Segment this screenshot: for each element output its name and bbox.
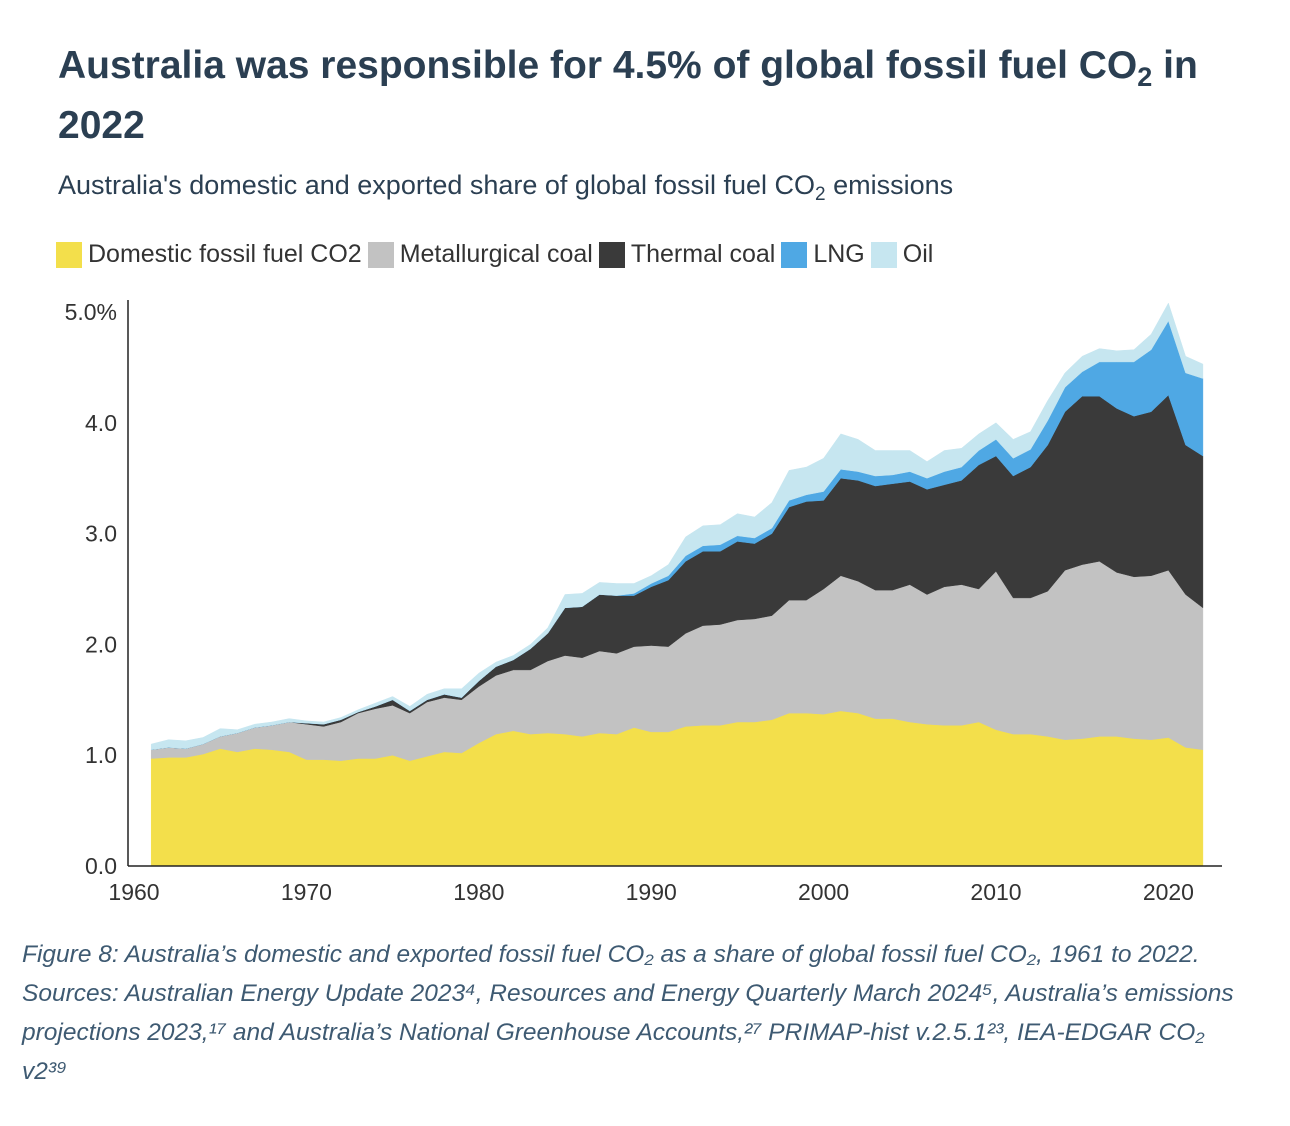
legend-label: Metallurgical coal	[399, 240, 593, 268]
legend-swatch	[781, 241, 808, 268]
legend-label: LNG	[813, 240, 865, 268]
legend-label: Domestic fossil fuel CO2	[88, 240, 362, 268]
title-subscript: 2	[1137, 62, 1153, 92]
legend-label: Thermal coal	[630, 240, 776, 268]
legend-item: Domestic fossil fuel CO2	[56, 240, 362, 269]
x-tick-label: 1960	[108, 879, 159, 905]
legend-swatch	[598, 241, 625, 268]
legend-swatch	[56, 241, 82, 268]
x-tick-label: 2000	[798, 879, 849, 905]
legend-item: LNG	[781, 240, 865, 269]
legend-item: Thermal coal	[598, 240, 776, 269]
x-tick-label: 1990	[626, 879, 677, 905]
x-tick-label: 2020	[1143, 879, 1194, 905]
chart-subtitle: Australia's domestic and exported share …	[58, 170, 954, 204]
y-tick-label: 5.0%	[65, 299, 117, 325]
chart-title: Australia was responsible for 4.5% of gl…	[58, 36, 1258, 156]
area-oil	[150, 302, 1204, 750]
y-tick-label: 2.0	[85, 631, 117, 657]
y-tick-label: 4.0	[85, 410, 117, 436]
x-tick-label: 1980	[453, 879, 504, 905]
subtitle-subscript: 2	[815, 184, 826, 205]
title-text: Australia was responsible for 4.5% of gl…	[58, 44, 1138, 87]
figure-caption: Figure 8: Australia’s domestic and expor…	[22, 941, 1234, 1085]
y-tick-label: 0.0	[85, 853, 117, 879]
y-tick-label: 3.0	[85, 521, 117, 547]
x-tick-label: 2010	[970, 879, 1021, 905]
legend-swatch	[367, 241, 394, 268]
legend-label: Oil	[902, 240, 934, 268]
legend-swatch	[870, 241, 897, 268]
legend-item: Metallurgical coal	[367, 240, 593, 269]
subtitle-text-end: emissions	[825, 170, 954, 200]
title-text-end: in 2022	[58, 44, 1198, 147]
legend: Domestic fossil fuel CO2 Metallurgical co…	[56, 240, 939, 269]
subtitle-text: Australia's domestic and exported share …	[58, 170, 816, 200]
x-tick-label: 1970	[281, 879, 332, 905]
legend-item: Oil	[870, 240, 934, 269]
y-tick-label: 1.0	[85, 742, 117, 768]
